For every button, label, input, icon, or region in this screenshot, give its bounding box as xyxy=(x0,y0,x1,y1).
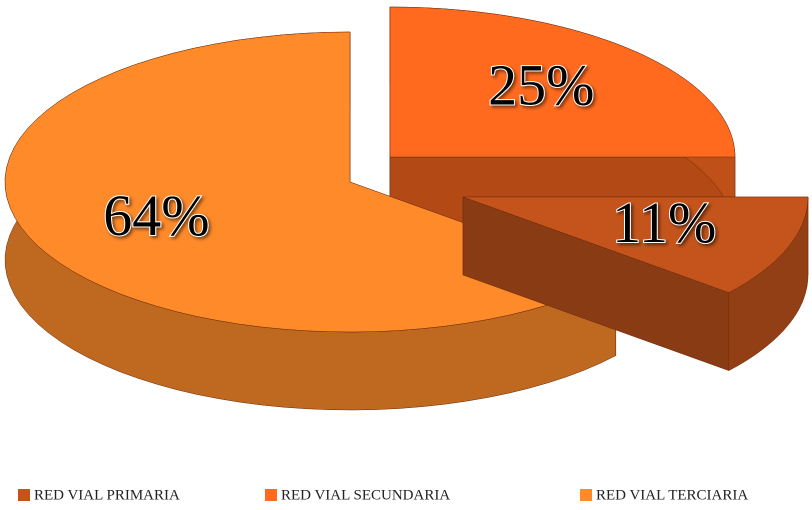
legend-label: RED VIAL SECUNDARIA xyxy=(281,487,450,503)
legend-label: RED VIAL TERCIARIA xyxy=(596,487,748,503)
slice-top xyxy=(389,6,736,158)
legend-label: RED VIAL PRIMARIA xyxy=(34,487,180,503)
legend-swatch xyxy=(580,489,592,501)
slice-top xyxy=(462,196,809,293)
pie-slice xyxy=(462,196,809,372)
data-label: 11% xyxy=(612,190,716,255)
legend-swatch xyxy=(265,489,277,501)
legend-swatch xyxy=(18,489,30,501)
data-labels: 25% 64% 11% xyxy=(102,52,717,256)
data-label: 64% xyxy=(103,183,209,248)
data-label: 25% xyxy=(488,53,594,118)
pie xyxy=(4,6,809,411)
legend: RED VIAL PRIMARIA RED VIAL SECUNDARIA RED … xyxy=(18,487,748,503)
